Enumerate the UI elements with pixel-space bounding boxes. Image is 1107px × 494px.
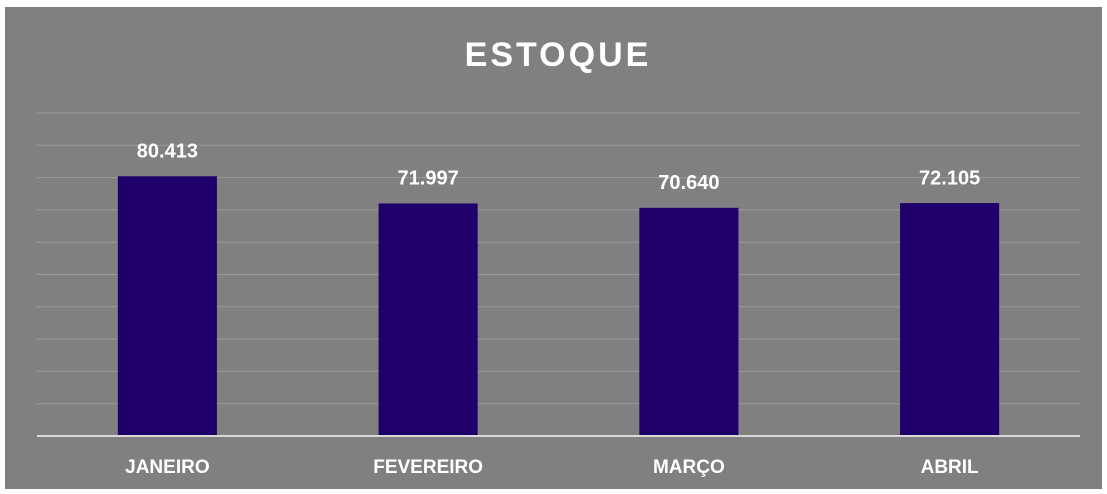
chart-title: ESTOQUE: [465, 36, 652, 74]
bar: [117, 176, 217, 437]
bar: [378, 203, 478, 436]
data-label: 70.640: [658, 172, 719, 194]
x-tick-label: FEVEREIRO: [373, 457, 483, 478]
x-tick-label: MARÇO: [653, 457, 725, 478]
data-label: 80.413: [137, 141, 198, 163]
bar: [639, 207, 739, 436]
bar: [900, 203, 1000, 436]
data-label: 72.105: [919, 167, 980, 189]
x-tick-label: ABRIL: [921, 457, 979, 478]
data-label: 71.997: [398, 168, 459, 190]
x-tick-label: JANEIRO: [125, 457, 209, 478]
